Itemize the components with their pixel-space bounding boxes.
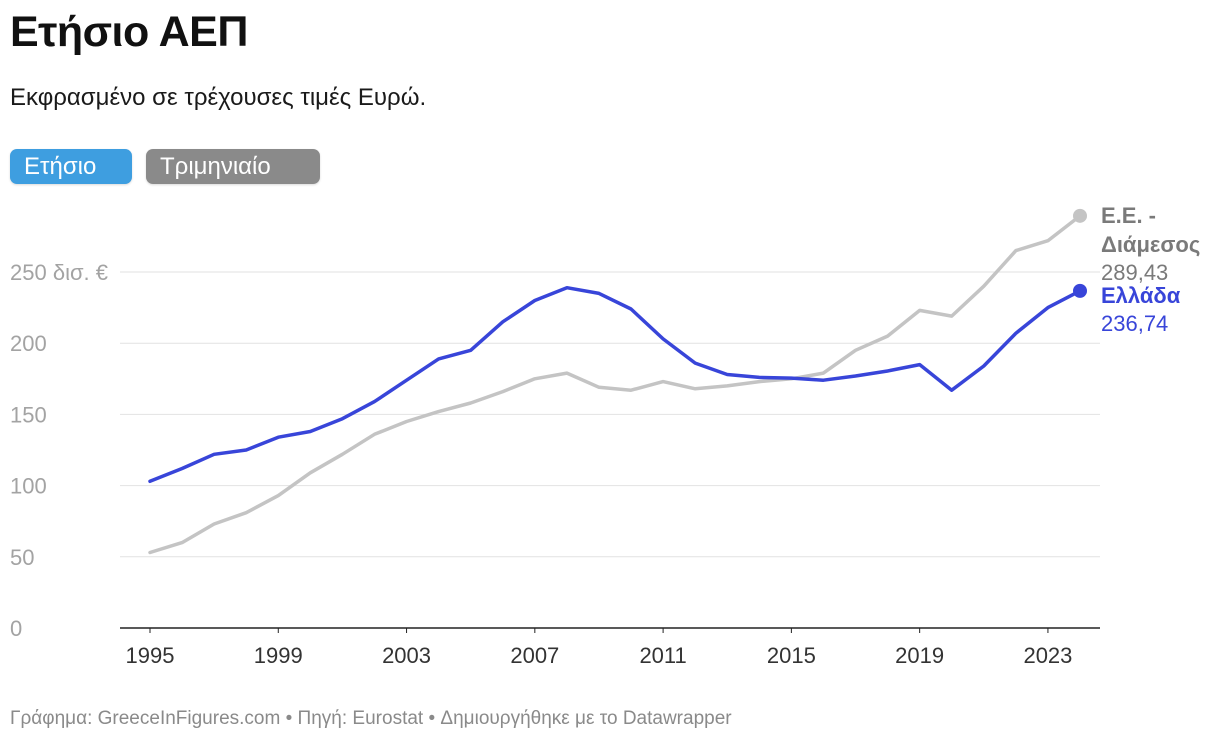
data-point	[978, 360, 990, 372]
data-point	[914, 359, 926, 371]
data-point	[1010, 245, 1022, 257]
y-tick-label: 0	[10, 616, 22, 641]
data-point	[946, 384, 958, 396]
x-tick-label: 1995	[126, 643, 175, 668]
data-point	[946, 310, 958, 322]
annual-toggle-button[interactable]: Ετήσιο	[10, 149, 132, 184]
data-point	[657, 376, 669, 388]
data-point	[176, 537, 188, 549]
x-tick-label: 2015	[767, 643, 816, 668]
data-point	[433, 406, 445, 418]
data-point	[497, 386, 509, 398]
data-point	[978, 280, 990, 292]
x-tick-label: 2011	[639, 643, 686, 668]
data-point	[176, 463, 188, 475]
series-end-marker	[1073, 283, 1087, 298]
data-point	[850, 370, 862, 382]
data-point	[208, 518, 220, 530]
data-point	[401, 416, 413, 428]
data-point	[785, 372, 797, 384]
series-line-0	[148, 214, 1082, 555]
data-point	[368, 396, 380, 408]
data-point	[689, 357, 701, 369]
x-tick-label: 1999	[254, 643, 303, 668]
series-end-marker	[1073, 208, 1087, 223]
data-point	[1010, 327, 1022, 339]
data-point	[336, 413, 348, 425]
x-tick-label: 2003	[382, 643, 431, 668]
data-point	[208, 448, 220, 460]
y-tick-label: 150	[10, 402, 47, 427]
data-point	[144, 475, 156, 487]
data-point	[689, 383, 701, 395]
data-point	[561, 367, 573, 379]
data-point	[465, 397, 477, 409]
x-tick-label: 2019	[895, 643, 944, 668]
chart-footer-credits: Γράφημα: GreeceInFigures.com • Πηγή: Eur…	[10, 708, 732, 729]
data-point	[272, 490, 284, 502]
data-point	[625, 303, 637, 315]
data-point	[240, 507, 252, 519]
data-point	[144, 547, 156, 559]
series-label-greece: Ελλάδα	[1101, 283, 1181, 308]
data-point	[593, 287, 605, 299]
data-point	[657, 333, 669, 345]
data-point	[240, 444, 252, 456]
chart-subtitle: Εκφρασμένο σε τρέχουσες τιμές Ευρώ.	[10, 84, 427, 111]
quarterly-toggle-button[interactable]: Τριμηνιαίο	[146, 149, 320, 184]
data-point	[850, 344, 862, 356]
data-point	[497, 316, 509, 328]
y-tick-label: 250 δισ. €	[10, 260, 108, 285]
chart-title: Ετήσιο ΑΕΠ	[10, 8, 248, 56]
data-point	[368, 428, 380, 440]
series-value-label-eu: 289,43	[1101, 260, 1168, 285]
data-point	[529, 373, 541, 385]
series-label-eu: Διάμεσος	[1101, 232, 1200, 257]
data-point	[882, 365, 894, 377]
data-point	[625, 384, 637, 396]
data-point	[593, 381, 605, 393]
series-label-eu: Ε.Ε. -	[1101, 203, 1156, 228]
y-tick-label: 100	[10, 474, 47, 499]
data-point	[336, 448, 348, 460]
data-point	[753, 371, 765, 383]
data-point	[561, 282, 573, 294]
data-point	[304, 467, 316, 479]
data-point	[817, 374, 829, 386]
data-point	[882, 330, 894, 342]
data-point	[721, 380, 733, 392]
data-point	[465, 344, 477, 356]
data-point	[272, 431, 284, 443]
data-point	[304, 425, 316, 437]
data-point	[1042, 302, 1054, 314]
data-point	[401, 374, 413, 386]
x-tick-label: 2007	[510, 643, 559, 668]
y-tick-label: 200	[10, 331, 47, 356]
series-line-1	[148, 285, 1082, 484]
series-value-label-greece: 236,74	[1101, 311, 1168, 336]
y-tick-label: 50	[10, 545, 34, 570]
data-point	[1042, 235, 1054, 247]
data-point	[914, 304, 926, 316]
data-point	[721, 369, 733, 381]
x-tick-label: 2023	[1023, 643, 1072, 668]
data-point	[433, 353, 445, 365]
data-point	[529, 294, 541, 306]
